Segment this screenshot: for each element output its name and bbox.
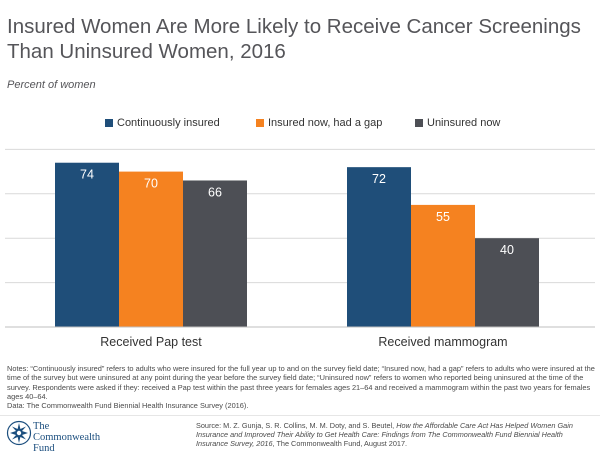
data-label: 55 xyxy=(436,210,450,224)
legend-label: Continuously insured xyxy=(117,117,220,129)
bar-chart: 74 70 66 Received Pap test 72 55 40 Received ma… xyxy=(5,148,595,349)
data-label: 40 xyxy=(500,243,514,257)
data-label: 70 xyxy=(144,177,158,191)
legend-item-continuously-insured: Continuously insured xyxy=(105,117,220,129)
legend-item-insured-gap: Insured now, had a gap xyxy=(256,117,382,129)
legend-item-uninsured: Uninsured now xyxy=(415,117,500,129)
source-report-title: How the Affordable Care Act Has Helped W… xyxy=(196,421,573,449)
notes-data-line: Data: The Commonwealth Fund Biennial Hea… xyxy=(7,401,249,411)
data-label: 74 xyxy=(80,168,94,182)
bar xyxy=(475,238,539,327)
bar xyxy=(55,162,119,327)
bar xyxy=(119,171,183,327)
legend-label: Insured now, had a gap xyxy=(268,117,383,129)
category-label: Received mammogram xyxy=(378,335,507,349)
logo-line: Commonwealth xyxy=(33,432,101,443)
legend-swatch-insured-gap xyxy=(256,119,264,127)
legend-swatch-uninsured xyxy=(415,119,423,127)
source-suffix: , The Commonwealth Fund, August 2017. xyxy=(272,439,408,449)
bar xyxy=(347,167,411,327)
logo-wordmark: The Commonwealth Fund xyxy=(33,421,100,454)
chart-title: Insured Women Are More Likely to Receive… xyxy=(7,15,581,63)
chart-legend: Continuously insured Insured now, had a … xyxy=(0,117,600,133)
source-prefix: Source: M. Z. Gunja, S. R. Collins, M. M… xyxy=(196,421,397,430)
legend-swatch-continuously-insured xyxy=(105,119,113,127)
data-label: 72 xyxy=(372,172,386,186)
chart-subtitle: Percent of women xyxy=(7,79,96,91)
notes-text: Notes: “Continuously insured” refers to … xyxy=(7,364,595,401)
footer-divider xyxy=(0,415,600,416)
source-citation: Source: M. Z. Gunja, S. R. Collins, M. M… xyxy=(196,421,594,449)
bar xyxy=(411,204,475,327)
logo-line: The xyxy=(33,421,50,432)
bar xyxy=(183,180,247,327)
data-label: 66 xyxy=(208,185,222,199)
legend-label: Uninsured now xyxy=(427,117,501,129)
chart-notes: Notes: “Continuously insured” refers to … xyxy=(7,364,595,410)
category-label: Received Pap test xyxy=(100,335,202,349)
commonwealth-fund-logo-icon xyxy=(6,420,32,446)
logo-line: Fund xyxy=(33,443,55,454)
